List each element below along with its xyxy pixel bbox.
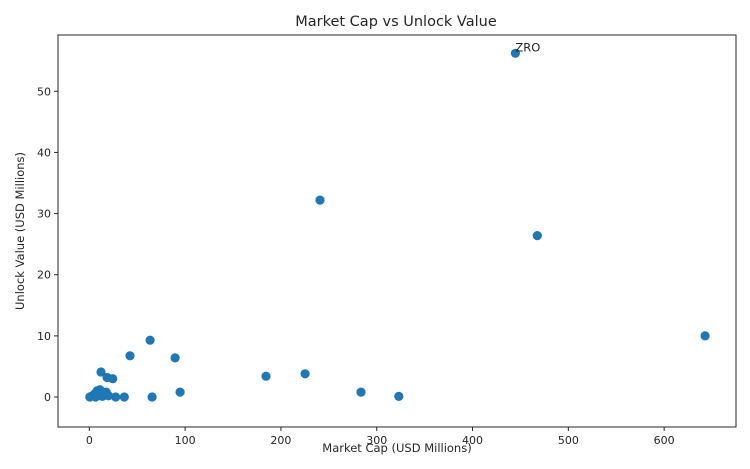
data-point: [96, 367, 106, 377]
data-point: [315, 195, 325, 205]
data-point: [170, 353, 180, 363]
data-point: [532, 231, 542, 241]
y-tick-label: 10: [37, 330, 51, 343]
data-points: [85, 48, 710, 402]
x-tick-label: 600: [654, 434, 675, 447]
y-tick-label: 0: [44, 391, 51, 404]
data-point: [91, 392, 101, 402]
y-tick-label: 40: [37, 146, 51, 159]
data-point: [175, 387, 185, 397]
x-tick-label: 300: [366, 434, 387, 447]
y-tick-label: 30: [37, 208, 51, 221]
data-point: [145, 335, 155, 345]
point-annotation: ZRO: [515, 40, 540, 54]
x-axis-label: Market Cap (USD Millions): [322, 441, 471, 455]
x-tick-label: 400: [462, 434, 483, 447]
y-tick-label: 50: [37, 85, 51, 98]
data-point: [103, 391, 114, 401]
annotations: ZRO: [515, 40, 540, 54]
chart-title: Market Cap vs Unlock Value: [295, 14, 497, 30]
data-point: [108, 374, 118, 384]
data-point: [700, 331, 710, 341]
x-tick-label: 200: [270, 434, 291, 447]
x-tick-label: 0: [86, 434, 93, 447]
data-point: [261, 371, 271, 381]
data-point: [111, 392, 121, 402]
data-point: [125, 351, 135, 361]
x-tick-label: 100: [175, 434, 196, 447]
data-point: [394, 391, 404, 401]
data-point: [356, 387, 366, 397]
data-point: [119, 392, 129, 402]
y-axis-label: Unlock Value (USD Millions): [13, 152, 27, 310]
data-point: [510, 48, 520, 58]
y-tick-label: 20: [37, 269, 51, 282]
data-point: [300, 369, 310, 379]
x-axis-ticks: 0 100 200 300 400 500 600: [86, 427, 675, 447]
plot-frame: [57, 34, 737, 428]
x-tick-label: 500: [558, 434, 579, 447]
y-axis-ticks: 0 10 20 30 40 50: [37, 85, 58, 404]
data-point: [147, 392, 157, 402]
